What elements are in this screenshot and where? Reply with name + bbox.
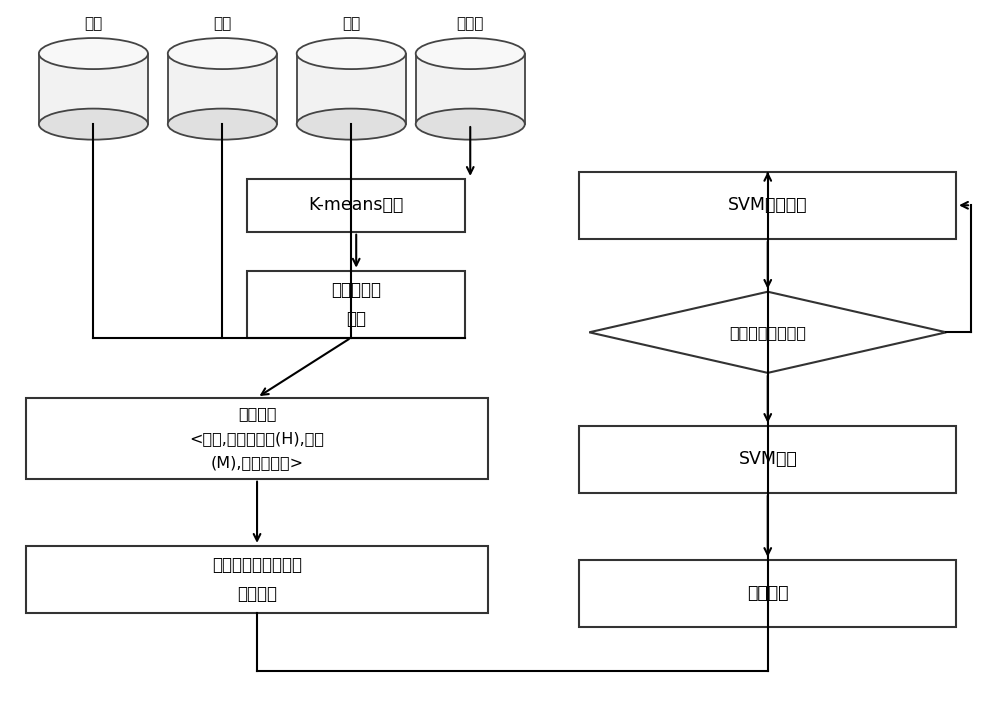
Text: 声音: 声音 [84, 16, 103, 31]
Polygon shape [168, 54, 277, 124]
Ellipse shape [297, 109, 406, 140]
Ellipse shape [416, 109, 525, 140]
Bar [579, 172, 956, 238]
Text: SVM训练样本: SVM训练样本 [728, 196, 808, 214]
Text: 时间: 时间 [342, 16, 360, 31]
Text: 设置参数: 设置参数 [237, 585, 277, 603]
Text: 参数是否达到最优: 参数是否达到最优 [729, 325, 806, 340]
Bar [579, 426, 956, 493]
Text: K-means聚类: K-means聚类 [309, 196, 404, 214]
Ellipse shape [416, 38, 525, 69]
Ellipse shape [168, 38, 277, 69]
Ellipse shape [168, 109, 277, 140]
Text: 等级: 等级 [346, 310, 366, 328]
Ellipse shape [39, 38, 148, 69]
Polygon shape [416, 54, 525, 124]
Text: (M),光照度等级>: (M),光照度等级> [210, 456, 304, 471]
Polygon shape [39, 54, 148, 124]
Text: <声音,红外，时间(H),时间: <声音,红外，时间(H),时间 [190, 431, 325, 446]
Ellipse shape [39, 109, 148, 140]
Bar [26, 398, 488, 478]
Text: 光照度: 光照度 [457, 16, 484, 31]
Text: 划分光照度: 划分光照度 [331, 281, 381, 298]
Text: 结果分析: 结果分析 [747, 584, 788, 603]
Ellipse shape [297, 38, 406, 69]
Text: 特征向量: 特征向量 [238, 406, 276, 421]
Bar [247, 178, 465, 232]
Text: 使用高斯核函数映射: 使用高斯核函数映射 [212, 555, 302, 574]
Bar [579, 560, 956, 627]
Bar [26, 545, 488, 613]
Polygon shape [589, 292, 946, 373]
Polygon shape [297, 54, 406, 124]
Text: 红外: 红外 [213, 16, 231, 31]
Bar [247, 271, 465, 338]
Text: SVM预测: SVM预测 [738, 451, 797, 468]
